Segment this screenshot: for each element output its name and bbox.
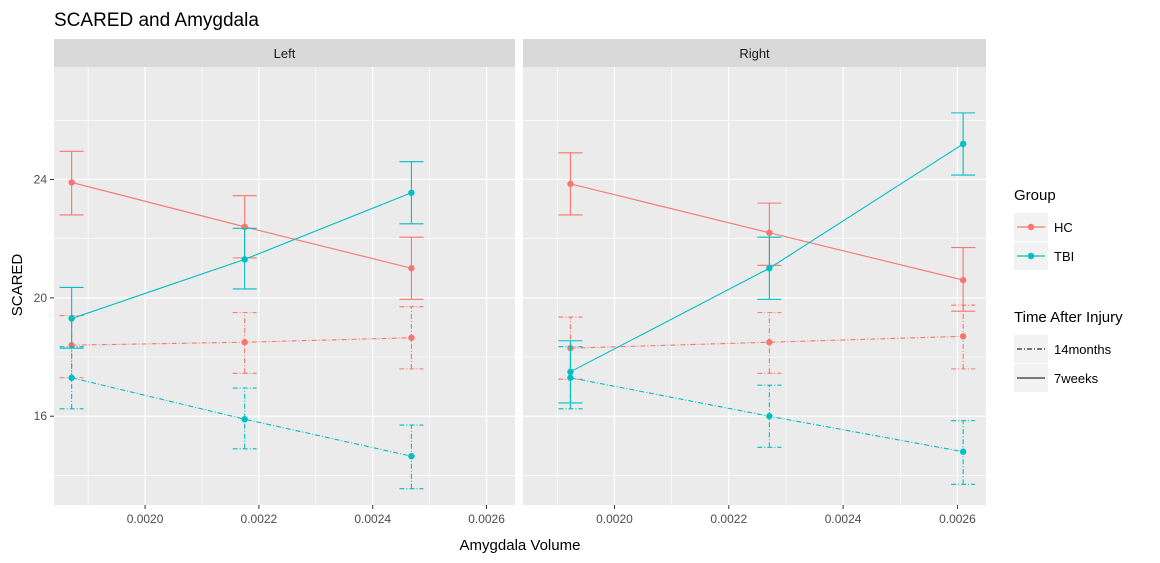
x-tick-label: 0.0024	[354, 512, 391, 526]
panel-left: Left 0.0020 0.0022 0.0024 0.0026 16 20 24	[34, 39, 515, 526]
data-point	[959, 276, 967, 284]
y-axis-title: SCARED	[9, 254, 26, 317]
y-tick-label: 20	[34, 291, 48, 305]
legend-key-point	[1027, 223, 1035, 231]
data-point	[408, 452, 415, 460]
data-point	[408, 265, 415, 272]
x-axis-title: Amygdala Volume	[460, 537, 581, 554]
legend: Group Time After Injury HC TBI 14months 7we…	[1014, 187, 1123, 392]
legend-title-time: Time After Injury	[1014, 309, 1123, 326]
legend-label-tbi: TBI	[1054, 249, 1074, 264]
series-tbi-14months	[59, 346, 424, 490]
legend-title-group: Group	[1014, 187, 1056, 204]
panel-background	[523, 67, 986, 505]
data-point	[241, 256, 248, 263]
panel-strip	[523, 39, 986, 67]
data-point	[959, 448, 967, 455]
panel-strip-label: Left	[274, 46, 296, 61]
x-tick-label: 0.0026	[468, 512, 505, 526]
x-tick-label: 0.0020	[596, 512, 633, 526]
panel-strip-label: Right	[739, 46, 770, 61]
series-tbi-14months	[558, 346, 976, 485]
legend-label-7weeks: 7weeks	[1054, 371, 1099, 386]
data-point	[959, 333, 967, 340]
x-tick-label: 0.0020	[127, 512, 164, 526]
data-point	[766, 339, 773, 346]
data-point	[68, 179, 75, 186]
series-hc-14months	[558, 304, 976, 380]
data-point	[959, 140, 967, 148]
data-point	[408, 189, 415, 196]
panel-right: Right 0.0020 0.0022 0.0024 0.0026	[523, 39, 986, 526]
x-tick-label: 0.0026	[939, 512, 976, 526]
data-point	[766, 265, 773, 272]
series-tbi-7weeks	[558, 112, 976, 404]
data-point	[766, 413, 773, 420]
series-tbi-7weeks	[59, 161, 424, 349]
data-point	[567, 374, 574, 381]
legend-label-14months: 14months	[1054, 342, 1112, 357]
data-point	[241, 339, 248, 346]
data-point	[567, 368, 574, 376]
y-tick-label: 24	[34, 172, 48, 186]
data-point	[68, 315, 75, 322]
x-tick-label: 0.0024	[825, 512, 862, 526]
data-point	[567, 180, 574, 188]
data-point	[408, 334, 415, 341]
x-tick-label: 0.0022	[710, 512, 747, 526]
data-point	[68, 374, 75, 381]
y-tick-label: 16	[34, 409, 48, 423]
series-hc-7weeks	[59, 150, 424, 300]
chart-title: SCARED and Amygdala	[54, 10, 259, 31]
panel-background	[54, 67, 515, 505]
panel-strip	[54, 39, 515, 67]
data-point	[766, 229, 773, 236]
legend-label-hc: HC	[1054, 220, 1073, 235]
legend-key-point	[1027, 252, 1035, 260]
data-point	[241, 415, 248, 423]
x-tick-label: 0.0022	[241, 512, 278, 526]
panels: Left 0.0020 0.0022 0.0024 0.0026 16 20 24 Right 0…	[34, 39, 986, 526]
